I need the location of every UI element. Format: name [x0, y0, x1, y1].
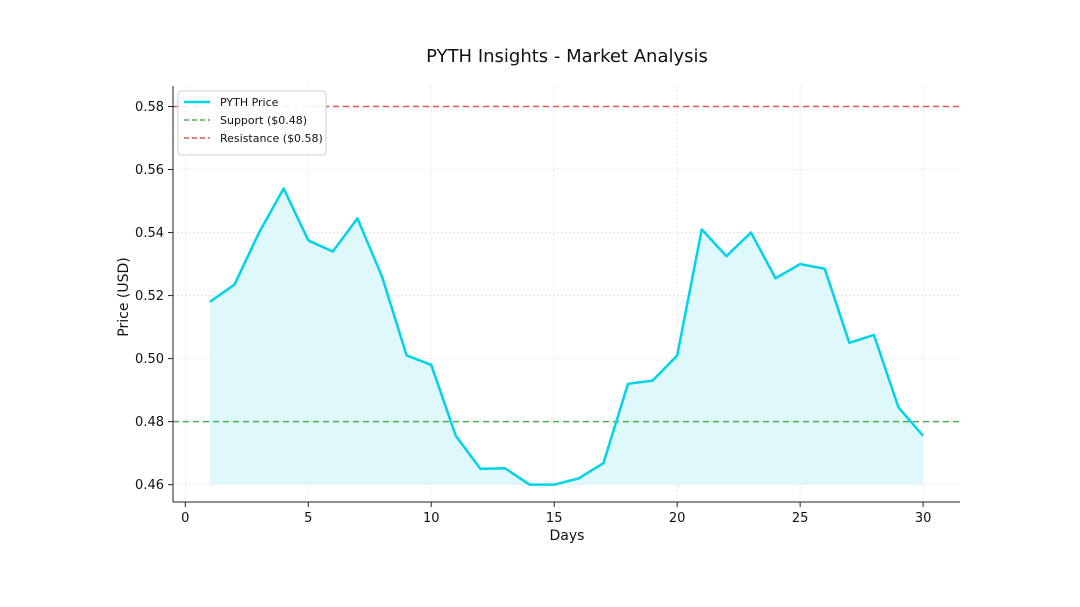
y-tick-label: 0.58 [135, 100, 164, 115]
x-tick-label: 25 [792, 511, 809, 526]
series-line [209, 187, 925, 486]
y-ticks: 0.46 0.48 0.50 0.52 0.54 0.56 0.58 [135, 100, 173, 493]
x-tick-label: 5 [304, 511, 312, 526]
y-tick-label: 0.50 [135, 352, 164, 367]
area-layer [209, 188, 924, 485]
x-tick-label: 10 [423, 511, 440, 526]
y-tick-label: 0.46 [135, 478, 164, 493]
x-tick-label: 15 [546, 511, 563, 526]
legend-box [177, 90, 327, 156]
x-tick-label: 20 [669, 511, 686, 526]
series-layer [209, 187, 925, 486]
y-tick-label: 0.48 [135, 415, 164, 430]
legend-label: Support ($0.48) [220, 114, 307, 127]
x-ticks: 0 5 10 15 20 25 30 [181, 502, 931, 526]
y-axis-label: Price (USD) [116, 257, 132, 336]
y-tick-label: 0.52 [135, 289, 164, 304]
legend-label: PYTH Price [220, 96, 279, 109]
y-tick-label: 0.54 [135, 226, 164, 241]
x-tick-label: 0 [181, 511, 189, 526]
chart-title: PYTH Insights - Market Analysis [426, 46, 708, 67]
x-tick-label: 30 [915, 511, 932, 526]
legend-label: Resistance ($0.58) [220, 132, 323, 145]
axes [172, 86, 960, 503]
legend: PYTH Price Support ($0.48) Resistance ($0.… [177, 90, 327, 156]
x-axis-label: Days [550, 528, 585, 544]
y-tick-label: 0.56 [135, 163, 164, 178]
series-area [209, 188, 924, 485]
